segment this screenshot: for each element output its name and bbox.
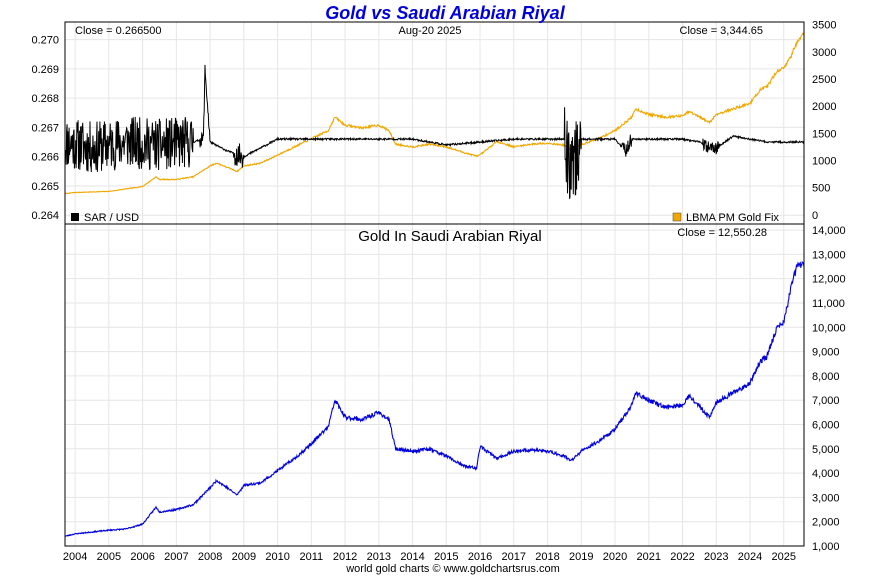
x-tick-label-2020: 2020: [603, 551, 627, 563]
bottom-right-tick-label-13: 14,000: [812, 225, 846, 237]
x-tick-label-2016: 2016: [468, 551, 492, 563]
frame-layer: [64, 21, 805, 547]
x-tick-label-2025: 2025: [772, 551, 796, 563]
legend-swatch-gold: [672, 212, 682, 222]
left-tick-label-0: 0.264: [31, 210, 59, 222]
x-tick-label-2013: 2013: [367, 551, 391, 563]
x-tick-label-2007: 2007: [164, 551, 188, 563]
series-line-sar-usd: [64, 64, 805, 199]
x-tick-label-2019: 2019: [569, 551, 593, 563]
series-line-gold-in-sar: [64, 260, 805, 538]
chart-title: Gold vs Saudi Arabian Riyal: [325, 3, 565, 23]
bottom-right-tick-label-9: 10,000: [812, 322, 846, 334]
bottom-right-tick-label-0: 1,000: [812, 541, 840, 553]
x-tick-label-2017: 2017: [502, 551, 526, 563]
bottom-right-tick-label-5: 6,000: [812, 419, 840, 431]
top-right-tick-label-7: 3500: [812, 20, 836, 32]
bottom-right-tick-label-6: 7,000: [812, 395, 840, 407]
left-tick-label-4: 0.268: [31, 93, 59, 105]
left-tick-label-6: 0.270: [31, 35, 59, 47]
x-tick-label-2014: 2014: [400, 551, 424, 563]
top-right-tick-label-3: 1500: [812, 128, 836, 140]
x-tick-label-2009: 2009: [232, 551, 256, 563]
top-right-tick-label-2: 1000: [812, 155, 836, 167]
bottom-right-tick-label-4: 5,000: [812, 444, 840, 456]
top-right-tick-label-0: 0: [812, 210, 818, 222]
footer-credit: world gold charts © www.goldchartsrus.co…: [345, 563, 560, 575]
series-layer: [64, 32, 805, 538]
x-tick-label-2005: 2005: [97, 551, 121, 563]
x-tick-label-2006: 2006: [130, 551, 154, 563]
left-tick-label-2: 0.266: [31, 152, 59, 164]
x-tick-label-2008: 2008: [198, 551, 222, 563]
x-tick-label-2004: 2004: [63, 551, 87, 563]
bottom-right-tick-label-3: 4,000: [812, 468, 840, 480]
x-tick-label-2023: 2023: [704, 551, 728, 563]
top-right-close-annotation: Close = 3,344.65: [680, 25, 763, 37]
x-tick-label-2011: 2011: [300, 551, 324, 563]
legend-label-sar: SAR / USD: [84, 212, 139, 224]
x-tick-label-2024: 2024: [738, 551, 762, 563]
bottom-right-tick-label-12: 13,000: [812, 249, 846, 261]
left-tick-label-3: 0.267: [31, 122, 59, 134]
x-tick-label-2010: 2010: [265, 551, 289, 563]
bottom-right-tick-label-7: 8,000: [812, 371, 840, 383]
x-tick-label-2012: 2012: [333, 551, 357, 563]
top-right-tick-label-1: 500: [812, 183, 830, 195]
bottom-right-tick-label-11: 12,000: [812, 274, 846, 286]
x-tick-label-2021: 2021: [637, 551, 661, 563]
axis-layer: 2004 2005 2006 2007 2008 2009 2010 2011 2012 2013…: [31, 20, 845, 563]
legend-swatch-sar: [71, 213, 79, 221]
x-tick-label-2018: 2018: [535, 551, 559, 563]
grid-layer: [65, 22, 804, 546]
legend-label-gold: LBMA PM Gold Fix: [686, 212, 779, 224]
bottom-right-close-annotation: Close = 12,550.28: [677, 227, 767, 239]
bottom-panel-frame: [64, 223, 805, 547]
bottom-panel-title: Gold In Saudi Arabian Riyal: [358, 228, 541, 245]
left-tick-label-1: 0.265: [31, 181, 59, 193]
bottom-right-tick-label-10: 11,000: [812, 298, 845, 310]
x-tick-label-2015: 2015: [434, 551, 458, 563]
top-right-tick-label-4: 2000: [812, 101, 836, 113]
left-tick-label-5: 0.269: [31, 64, 59, 76]
top-right-tick-label-6: 3000: [812, 47, 836, 59]
x-tick-label-2022: 2022: [670, 551, 694, 563]
bottom-right-tick-label-2: 3,000: [812, 492, 840, 504]
top-date-annotation: Aug-20 2025: [399, 25, 462, 37]
bottom-right-tick-label-1: 2,000: [812, 517, 840, 529]
bottom-right-tick-label-8: 9,000: [812, 347, 840, 359]
top-right-tick-label-5: 2500: [812, 74, 836, 86]
top-left-close-annotation: Close = 0.266500: [75, 25, 162, 37]
